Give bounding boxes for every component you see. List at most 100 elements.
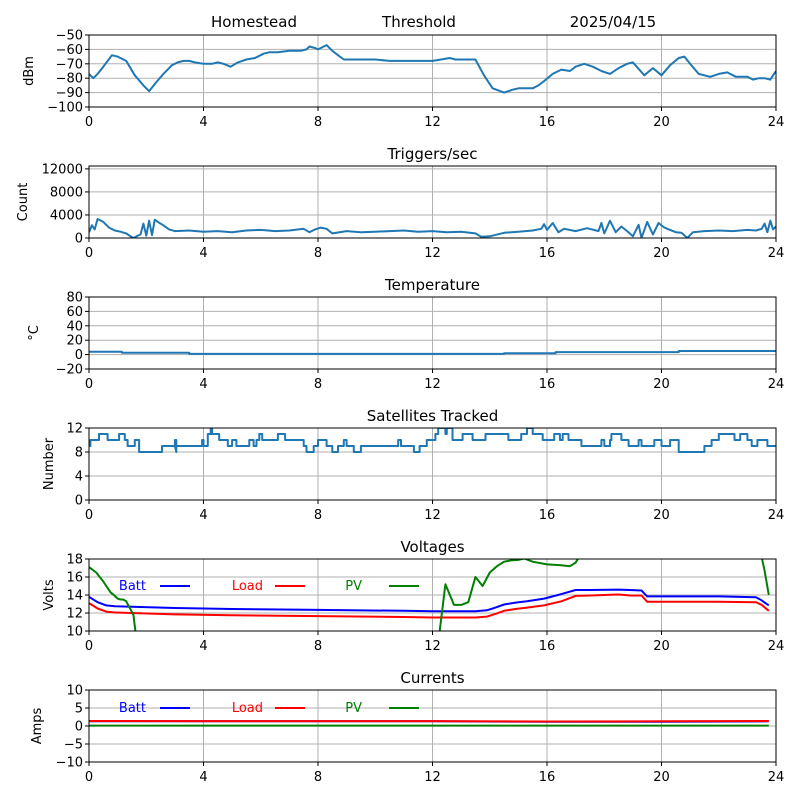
series-group	[89, 350, 776, 355]
y-axis-label: Count	[16, 183, 31, 222]
x-tick-label: 12	[424, 377, 441, 392]
subplot-title: Voltages	[400, 538, 464, 556]
y-tick-label: 16	[66, 571, 83, 586]
x-tick-label: 12	[424, 246, 441, 261]
y-tick-label: −80	[56, 72, 83, 87]
x-tick-label: 24	[768, 377, 785, 392]
y-tick-label: 12000	[42, 162, 83, 177]
series-line-satellites	[89, 428, 776, 453]
y-tick-label: 12	[66, 607, 83, 622]
legend-label-pv: PV	[345, 701, 362, 716]
series-group	[89, 44, 776, 94]
series-line-batt	[89, 588, 770, 613]
x-tick-label: 0	[85, 115, 93, 130]
y-axis-label: Number	[42, 437, 57, 490]
header-station: Homestead	[211, 13, 297, 31]
x-tick-label: 0	[85, 377, 93, 392]
y-axis-label: dBm	[22, 56, 37, 86]
subplot-title: Triggers/sec	[387, 145, 478, 163]
x-tick-label: 16	[539, 115, 556, 130]
x-tick-label: 0	[85, 246, 93, 261]
y-tick-label: 12	[66, 422, 83, 437]
x-tick-label: 8	[314, 115, 322, 130]
x-tick-label: 20	[653, 639, 670, 654]
series-group	[89, 720, 769, 727]
y-tick-label: 5	[75, 702, 83, 717]
x-tick-label: 12	[424, 770, 441, 785]
x-tick-label: 8	[314, 246, 322, 261]
legend-label-batt: Batt	[119, 701, 146, 716]
y-axis-label: Amps	[30, 707, 45, 744]
x-tick-label: 16	[539, 770, 556, 785]
subplot-title: Satellites Tracked	[367, 407, 498, 425]
series-group	[89, 218, 776, 238]
subplot-currents: 0 4 8 12 16 20 24 −10 −5 0 5 10 Currents Amps Batt Load…	[30, 669, 784, 785]
series-line-signal	[89, 44, 776, 94]
x-tick-label: 4	[199, 508, 207, 523]
y-tick-label: 8	[75, 446, 83, 461]
series-line-temperature	[89, 350, 776, 355]
subplot-satellites: 0 4 8 12 16 20 24 0 4 8 12 Satellites Tracked Number	[42, 407, 784, 523]
y-tick-label: −50	[56, 29, 83, 44]
x-tick-label: 0	[85, 508, 93, 523]
legend-label-batt: Batt	[119, 579, 146, 594]
y-tick-label: 4000	[50, 208, 83, 223]
y-tick-label: 10	[66, 684, 83, 699]
subplot-triggers: 0 4 8 12 16 20 24 0 4000 8000 12000 Triggers/sec Cou…	[16, 145, 784, 261]
y-tick-label: −5	[64, 738, 83, 753]
x-tick-label: 12	[424, 508, 441, 523]
legend-label-load: Load	[232, 701, 263, 716]
y-tick-label: 14	[66, 589, 83, 604]
y-tick-label: −70	[56, 57, 83, 72]
x-tick-label: 20	[653, 246, 670, 261]
x-tick-label: 24	[768, 246, 785, 261]
x-tick-label: 4	[199, 377, 207, 392]
x-tick-label: 24	[768, 770, 785, 785]
legend-label-pv: PV	[345, 579, 362, 594]
subplot-voltages: 0 4 8 12 16 20 24 10 12 14 16 18 Voltages Volts Batt Lo…	[42, 538, 784, 654]
x-tick-label: 12	[424, 639, 441, 654]
y-tick-label: −20	[56, 363, 83, 378]
header-mode: Threshold	[381, 13, 456, 31]
y-tick-label: 8000	[50, 185, 83, 200]
legend-label-load: Load	[232, 579, 263, 594]
x-tick-label: 12	[424, 115, 441, 130]
y-tick-label: 80	[66, 291, 83, 306]
x-tick-label: 8	[314, 508, 322, 523]
y-tick-label: 0	[75, 494, 83, 509]
x-tick-label: 4	[199, 115, 207, 130]
x-tick-label: 20	[653, 377, 670, 392]
x-tick-label: 16	[539, 508, 556, 523]
subplot-title: Temperature	[384, 276, 480, 294]
x-tick-label: 24	[768, 639, 785, 654]
x-tick-label: 20	[653, 508, 670, 523]
y-tick-label: 10	[66, 625, 83, 640]
y-tick-label: −60	[56, 43, 83, 58]
x-tick-label: 16	[539, 377, 556, 392]
y-tick-label: −100	[47, 101, 83, 116]
series-line-pv	[89, 559, 770, 631]
x-tick-label: 24	[768, 115, 785, 130]
series-line-triggers	[89, 218, 776, 238]
x-tick-label: 16	[539, 639, 556, 654]
header-date: 2025/04/15	[570, 13, 656, 31]
series-group	[89, 428, 776, 453]
series-group	[89, 559, 770, 631]
y-tick-label: 4	[75, 470, 83, 485]
x-tick-label: 0	[85, 770, 93, 785]
x-tick-label: 0	[85, 639, 93, 654]
x-tick-label: 24	[768, 508, 785, 523]
y-tick-label: 20	[66, 334, 83, 349]
x-tick-label: 4	[199, 770, 207, 785]
y-axis-label: °C	[27, 325, 42, 341]
y-axis-label: Volts	[42, 579, 57, 611]
x-tick-label: 20	[653, 115, 670, 130]
series-line-load	[89, 593, 770, 619]
y-tick-label: 0	[75, 232, 83, 247]
x-tick-label: 20	[653, 770, 670, 785]
series-line-load	[89, 720, 769, 723]
